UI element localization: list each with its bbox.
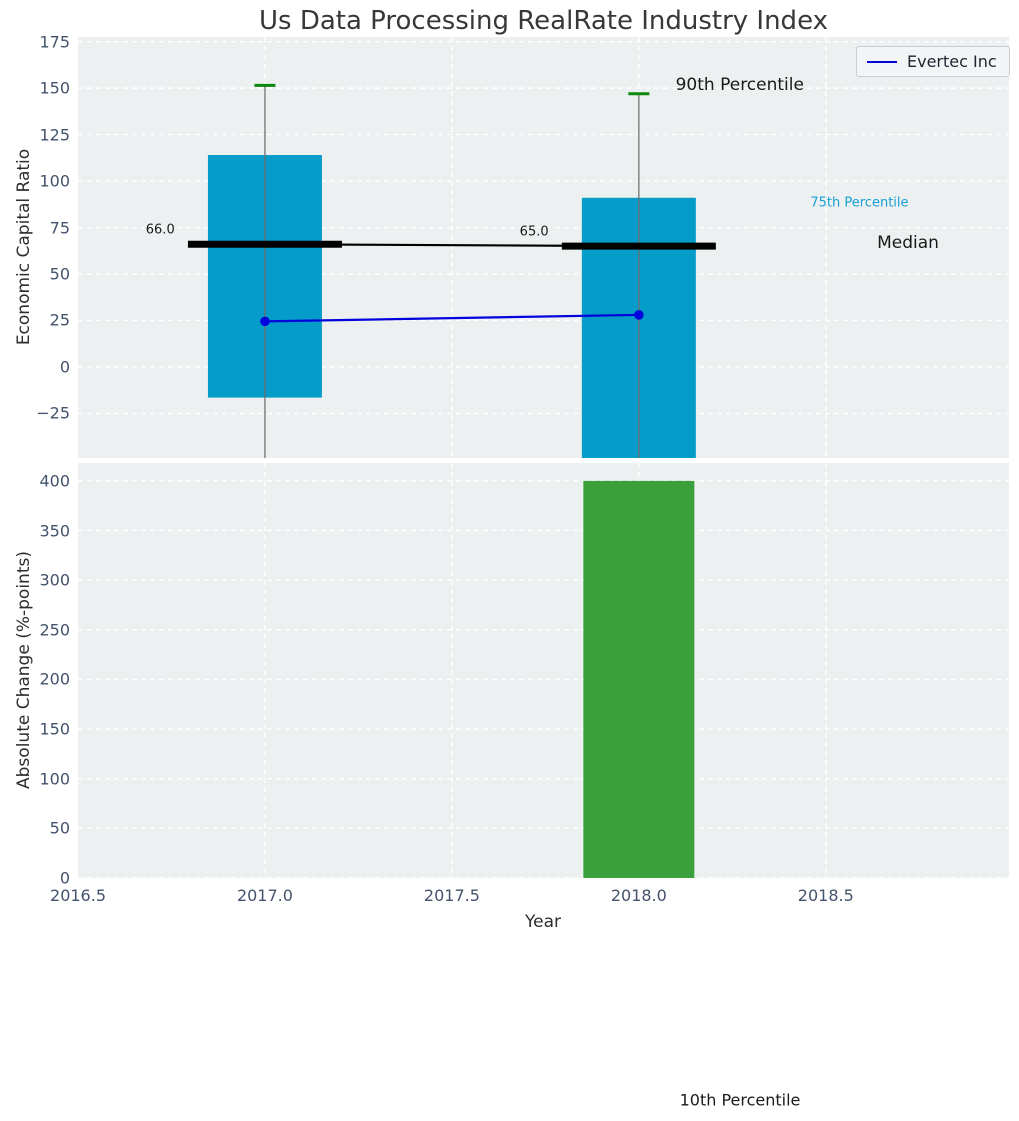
top-axes: 66.0 65.0 90th Percentile 75th Percentile Me… [78,37,1009,458]
y-tick-label: 50 [49,264,70,284]
legend-line-sample [867,60,897,63]
annotation-median: Median [877,233,939,253]
top-plot: 66.0 65.0 90th Percentile 75th Percentile Me… [78,37,1009,458]
y-tick-label: 0 [59,868,70,888]
x-tick-label: 2017.5 [423,886,480,905]
y-tick-label: 0 [59,357,70,377]
bottom-plot [78,463,1009,878]
y-tick-label: 25 [49,310,70,330]
y-tick-label: −25 [36,403,70,423]
x-axis-label: Year [525,912,561,932]
y-tick-label: 100 [39,171,70,191]
annotation-75th-percentile: 75th Percentile [810,195,908,210]
annotation-66-0: 66.0 [146,222,175,237]
legend-label: Evertec Inc [907,52,997,71]
chart-title: Us Data Processing RealRate Industry Ind… [258,6,828,36]
y-tick-label: 200 [39,669,70,689]
change-bar [583,480,695,878]
y-tick-label: 150 [39,78,70,98]
y-tick-label: 175 [39,32,70,52]
bottom-axes [78,463,1009,878]
evertec-line [264,313,639,323]
evertec-marker [260,316,270,327]
y-tick-label: 400 [39,471,70,491]
x-tick-label: 2018.5 [797,886,854,905]
legend[interactable]: Evertec Inc [856,46,1010,77]
x-tick-label: 2017.0 [236,886,293,905]
y-tick-label: 125 [39,125,70,145]
x-tick-label: 2016.5 [50,886,106,905]
y-axis-label-bottom: Absolute Change (%-points) [14,551,34,789]
y-tick-label: 75 [49,218,70,238]
y-axis-label-top: Economic Capital Ratio [14,148,34,346]
annotation-90th-percentile: 90th Percentile [676,75,804,95]
y-tick-label: 100 [39,769,70,789]
y-tick-label: 250 [39,620,70,640]
y-tick-label: 300 [39,570,70,590]
annotation-65-0: 65.0 [520,224,549,239]
y-tick-label: 350 [39,521,70,540]
y-tick-label: 50 [49,818,70,838]
y-tick-label: 150 [39,719,70,739]
evertec-marker [634,310,644,320]
x-tick-label: 2018.0 [610,886,667,905]
annotation-10th-percentile: 10th Percentile [679,1090,801,1110]
